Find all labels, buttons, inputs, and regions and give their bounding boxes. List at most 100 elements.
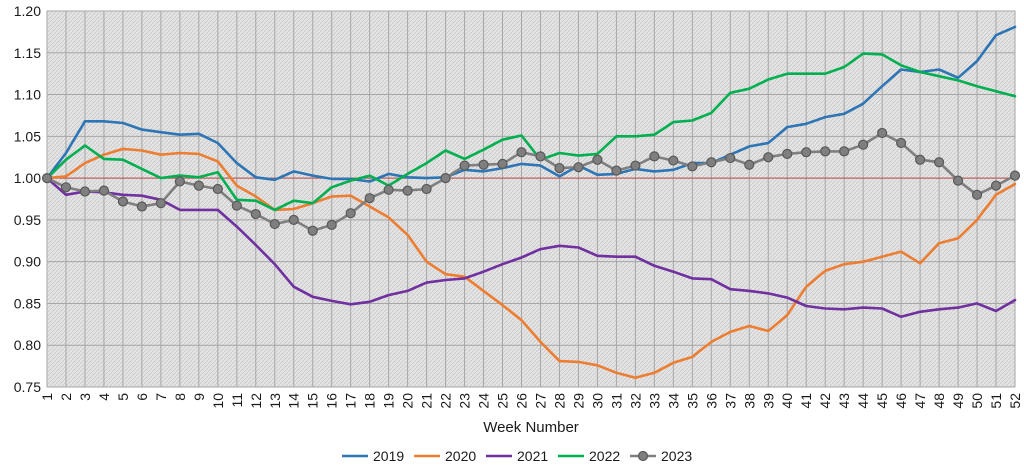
x-tick-label: 48 — [931, 393, 947, 409]
y-tick-label: 0.75 — [14, 379, 41, 395]
x-tick-label: 1 — [39, 393, 55, 401]
legend-label-2021: 2021 — [517, 448, 548, 464]
x-tick-label: 7 — [153, 393, 169, 401]
y-tick-label: 1.20 — [14, 3, 41, 19]
x-tick-label: 13 — [267, 393, 283, 409]
legend-label-2019: 2019 — [373, 448, 404, 464]
point-2023-week-21 — [421, 183, 432, 195]
point-2023-week-28 — [554, 162, 565, 174]
x-tick-label: 11 — [229, 393, 245, 408]
y-tick-label: 0.90 — [14, 254, 41, 270]
y-tick-label: 0.85 — [14, 295, 41, 311]
point-2023-week-43 — [839, 146, 850, 157]
x-tick-label: 49 — [950, 393, 966, 409]
x-tick-label: 43 — [836, 393, 852, 409]
x-tick-label: 18 — [362, 393, 378, 409]
point-2023-week-42 — [820, 146, 831, 157]
point-2023-week-35 — [687, 161, 698, 172]
series-2021 — [45, 176, 1017, 319]
y-tick-label: 1.05 — [14, 128, 41, 144]
series-line-2020 — [45, 147, 1017, 380]
x-axis-title: Week Number — [483, 419, 579, 436]
x-tick-label: 30 — [589, 393, 605, 409]
x-tick-label: 14 — [286, 393, 302, 409]
point-2023-week-39 — [763, 152, 774, 163]
point-2023-week-40 — [782, 148, 793, 159]
x-tick-label: 24 — [476, 393, 492, 409]
point-2023-week-33 — [649, 151, 660, 162]
point-2023-week-27 — [535, 151, 546, 162]
point-2023-week-7 — [155, 198, 166, 209]
x-tick-label: 9 — [191, 393, 207, 401]
point-2023-week-13 — [269, 218, 280, 230]
x-tick-label: 22 — [438, 393, 454, 409]
point-2023-week-30 — [592, 154, 603, 165]
series-2023 — [41, 127, 1021, 236]
point-2023-week-31 — [611, 165, 622, 176]
point-2023-week-15 — [307, 225, 318, 236]
y-tick-label: 1.10 — [14, 87, 41, 103]
legend-label-2023: 2023 — [661, 448, 692, 464]
legend-label-2022: 2022 — [589, 448, 620, 464]
x-tick-label: 25 — [495, 393, 511, 409]
point-2023-week-45 — [877, 127, 888, 139]
point-2023-week-51 — [990, 180, 1002, 191]
point-2023-week-10 — [212, 183, 223, 195]
legend: 2019 2020 2021 2022 2023 — [342, 448, 692, 464]
x-tick-label: 27 — [532, 393, 548, 409]
point-2023-week-49 — [952, 175, 964, 186]
series-line-2019 — [45, 25, 1017, 183]
legend-marker-2023 — [637, 450, 649, 462]
x-tick-label: 51 — [988, 393, 1004, 409]
point-2023-week-4 — [98, 185, 110, 196]
series-2022 — [45, 52, 1017, 212]
x-tick-label: 6 — [134, 393, 150, 401]
point-2023-week-12 — [250, 208, 261, 220]
y-tick-label: 0.80 — [14, 337, 41, 353]
point-2023-week-37 — [725, 152, 736, 164]
point-2023-week-2 — [60, 182, 72, 193]
x-tick-label: 34 — [665, 393, 681, 409]
point-2023-week-19 — [383, 184, 394, 195]
point-2023-week-36 — [706, 157, 717, 168]
point-2023-week-25 — [497, 158, 508, 170]
x-tick-label: 15 — [305, 393, 321, 409]
series-layer — [41, 25, 1021, 380]
x-tick-label: 40 — [779, 393, 795, 409]
series-line-2021 — [45, 176, 1017, 319]
point-2023-week-41 — [801, 147, 812, 158]
x-tick-label: 33 — [646, 393, 662, 409]
legend-item-2023: 2023 — [630, 448, 692, 464]
point-2023-week-18 — [364, 193, 375, 204]
x-tick-label: 3 — [77, 393, 93, 401]
point-2023-week-46 — [896, 137, 907, 149]
legend-item-2019: 2019 — [342, 448, 404, 464]
point-2023-week-23 — [459, 160, 470, 171]
x-tick-label: 26 — [514, 393, 530, 409]
point-2023-week-52 — [1009, 170, 1021, 181]
x-tick-label: 31 — [608, 393, 624, 409]
point-2023-week-8 — [174, 176, 185, 187]
point-2023-week-3 — [79, 186, 91, 197]
x-tick-label: 45 — [874, 393, 890, 409]
point-2023-week-9 — [193, 180, 204, 191]
series-2019 — [45, 25, 1017, 183]
legend-item-2021: 2021 — [486, 448, 548, 464]
x-tick-label: 19 — [381, 393, 397, 409]
x-tick-label: 16 — [324, 393, 340, 409]
point-2023-week-47 — [914, 154, 926, 165]
legend-label-2020: 2020 — [445, 448, 476, 464]
x-tick-label: 29 — [570, 393, 586, 409]
point-2023-week-1 — [41, 173, 53, 184]
x-tick-label: 20 — [400, 393, 416, 409]
point-2023-week-50 — [971, 189, 983, 200]
point-2023-week-14 — [288, 214, 299, 225]
point-2023-week-17 — [345, 208, 356, 219]
y-tick-label: 1.00 — [14, 170, 41, 186]
x-tick-label: 46 — [893, 393, 909, 409]
point-2023-week-20 — [402, 185, 413, 196]
point-2023-week-11 — [231, 200, 242, 211]
point-2023-week-5 — [117, 196, 129, 207]
point-2023-week-22 — [440, 173, 451, 184]
